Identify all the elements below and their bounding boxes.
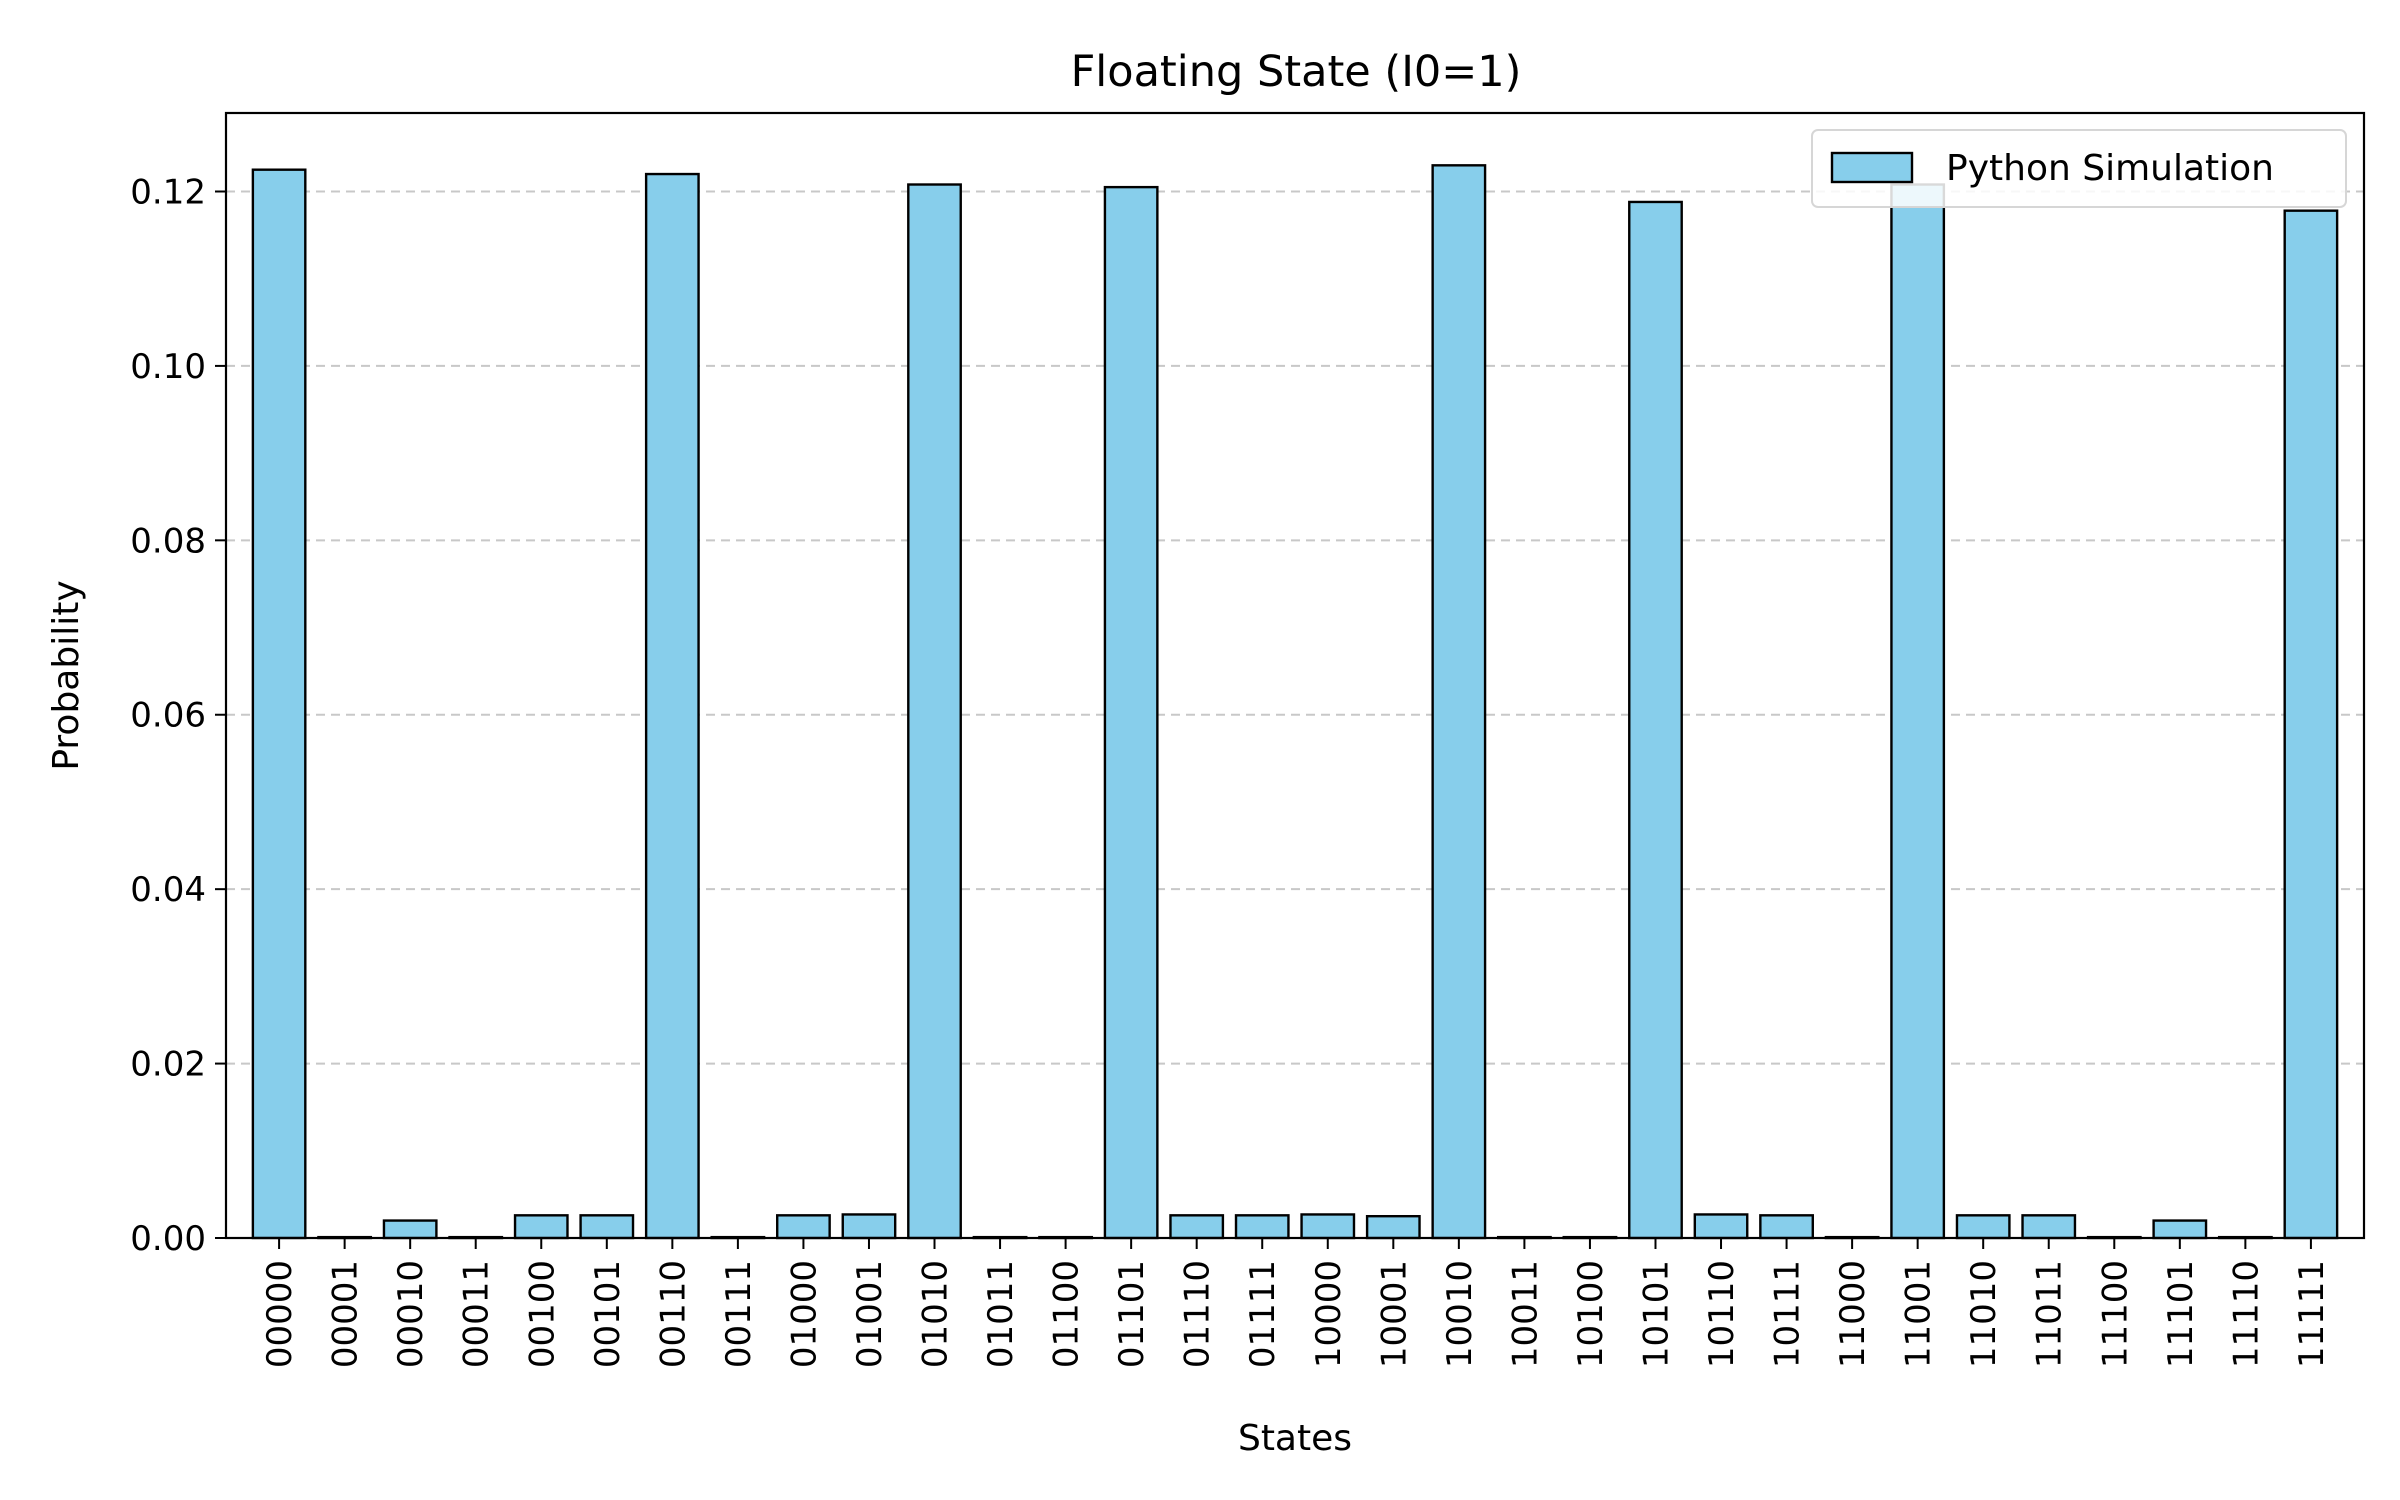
bar xyxy=(841,1213,897,1240)
x-tick-label: 11100 xyxy=(2095,1260,2135,1368)
x-tick-label: 00110 xyxy=(653,1260,693,1368)
x-tick-label: 10010 xyxy=(1440,1260,1480,1368)
bar xyxy=(644,172,700,1240)
x-tick-label: 10011 xyxy=(1505,1260,1545,1368)
x-tick-label: 01000 xyxy=(784,1260,824,1368)
bar xyxy=(1365,1214,1421,1240)
x-tick-label: 11010 xyxy=(1964,1260,2004,1368)
chart-title: Floating State (I0=1) xyxy=(1071,47,1522,97)
x-tick-label: 01100 xyxy=(1047,1260,1087,1368)
bar xyxy=(2021,1214,2077,1240)
plot-frame xyxy=(224,111,2366,1240)
x-axis-title: States xyxy=(1238,1418,1352,1459)
y-tick-label: 0.02 xyxy=(130,1045,206,1085)
x-tick-label: 01101 xyxy=(1112,1260,1152,1368)
x-tick-label: 11000 xyxy=(1833,1260,1873,1368)
y-axis-ticks: 0.00 0.02 0.04 0.06 0.08 0.10 0.12 xyxy=(130,172,226,1259)
bar xyxy=(1955,1214,2011,1240)
x-tick-label: 11111 xyxy=(2292,1260,2332,1368)
x-tick-label: 01001 xyxy=(850,1260,890,1368)
bar xyxy=(1628,200,1683,1240)
x-axis-ticks: 00000 00001 00010 00011 00100 00101 00110 00111… xyxy=(260,1238,2332,1368)
bar xyxy=(2283,209,2339,1240)
x-tick-label: 01010 xyxy=(916,1260,956,1368)
bar xyxy=(1300,1213,1356,1240)
x-tick-label: 00011 xyxy=(457,1260,497,1368)
x-tick-label: 00101 xyxy=(588,1260,628,1368)
y-tick-label: 0.10 xyxy=(130,347,206,387)
x-tick-label: 10100 xyxy=(1571,1260,1611,1368)
legend-swatch xyxy=(1830,151,1914,184)
grid-lines xyxy=(226,190,2364,1065)
x-tick-label: 00000 xyxy=(260,1260,300,1368)
bar xyxy=(1234,1214,1290,1240)
x-tick-label: 11011 xyxy=(2030,1260,2070,1368)
y-tick-label: 0.04 xyxy=(130,870,206,910)
x-tick-label: 11001 xyxy=(1899,1260,1939,1368)
bar xyxy=(907,183,962,1240)
x-tick-label: 00111 xyxy=(719,1260,759,1368)
bar xyxy=(251,168,307,1240)
y-tick-label: 0.12 xyxy=(130,172,206,212)
x-tick-label: 10110 xyxy=(1702,1260,1742,1368)
x-tick-label: 10000 xyxy=(1309,1260,1349,1368)
legend-frame xyxy=(1811,129,2347,208)
bar xyxy=(2152,1219,2208,1240)
x-tick-label: 10101 xyxy=(1636,1260,1676,1368)
x-tick-label: 11101 xyxy=(2161,1260,2201,1368)
y-axis-title: Probability xyxy=(46,580,87,770)
bar xyxy=(776,1214,831,1240)
x-tick-label: 01111 xyxy=(1243,1260,1283,1368)
bar xyxy=(1693,1213,1749,1240)
y-tick-label: 0.06 xyxy=(130,696,206,736)
x-tick-label: 01110 xyxy=(1178,1260,1218,1368)
x-tick-label: 11110 xyxy=(2226,1260,2266,1368)
x-tick-label: 00100 xyxy=(522,1260,562,1368)
legend: Python Simulation xyxy=(1811,129,2347,208)
bar xyxy=(382,1219,438,1240)
x-tick-label: 10111 xyxy=(1768,1260,1808,1368)
x-tick-label: 01011 xyxy=(981,1260,1021,1368)
x-tick-label: 00001 xyxy=(326,1260,366,1368)
x-tick-label: 00010 xyxy=(391,1260,431,1368)
bar xyxy=(513,1214,569,1240)
y-tick-label: 0.08 xyxy=(130,521,206,561)
legend-label: Python Simulation xyxy=(1946,148,2274,189)
x-tick-label: 10001 xyxy=(1374,1260,1414,1368)
bar xyxy=(1890,183,1946,1240)
bar xyxy=(1169,1214,1225,1240)
y-tick-label: 0.00 xyxy=(130,1219,206,1259)
bar xyxy=(1103,185,1159,1240)
bar xyxy=(579,1214,635,1240)
bar xyxy=(1759,1214,1814,1240)
bar xyxy=(1431,164,1487,1240)
